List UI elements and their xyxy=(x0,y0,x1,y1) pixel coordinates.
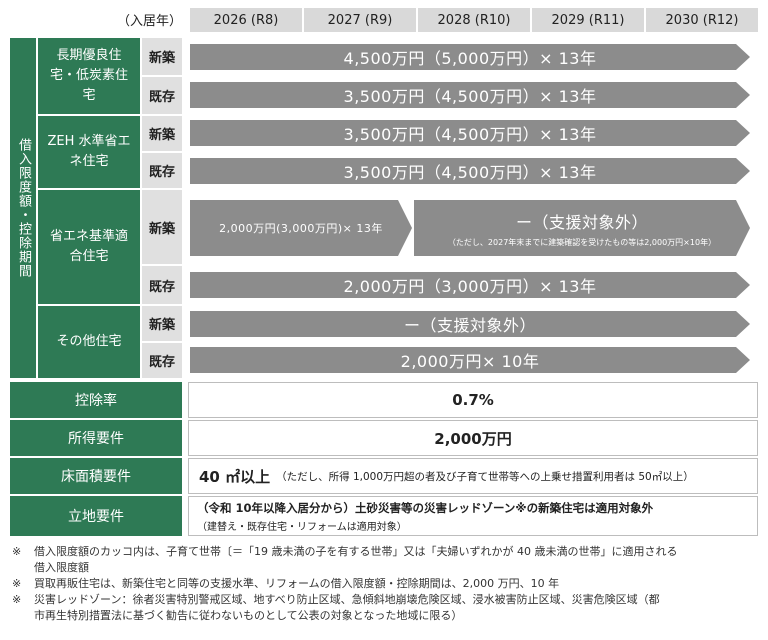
note-1-line-2: 借入限度額 xyxy=(34,561,89,574)
side-label: 借入限度額・控除期間 xyxy=(16,138,31,278)
arrow-energy-new-late: ー（支援対象外） （ただし、2027年末までに建築確認を受けたもの等は2,000… xyxy=(414,200,750,256)
rate-value: 0.7% xyxy=(452,391,494,409)
note-1: ※ 借入限度額のカッコ内は、子育て世帯〔＝「19 歳未満の子を有する世帯」又は「… xyxy=(12,544,762,576)
note-2-text: 買取再販住宅は、新築住宅と同等の支援水準、リフォームの借入限度額・控除期間は、2… xyxy=(34,577,560,590)
arrow-energy-new-late-note: （ただし、2027年末までに建築確認を受けたもの等は2,000万円×10年） xyxy=(447,237,717,247)
arrow-energy-existing-text: 2,000万円（3,000万円）× 13年 xyxy=(343,277,597,296)
arrow-other-existing: 2,000万円× 10年 xyxy=(190,347,750,373)
type-long-existing: 既存 xyxy=(142,77,182,114)
move-in-year-label: （入居年） xyxy=(116,13,182,29)
category-other-label: その他住宅 xyxy=(56,334,122,349)
arrow-other-new: ー（支援対象外） xyxy=(190,311,750,337)
note-1-mark: ※ xyxy=(12,545,22,558)
arrow-energy-new-early: 2,000万円(3,000万円)× 13年 xyxy=(190,200,412,256)
arrow-zeh-new: 3,500万円（4,500万円）× 13年 xyxy=(190,120,750,146)
type-other-new: 新築 xyxy=(142,306,182,341)
type-energy-existing: 既存 xyxy=(142,266,182,304)
note-3: ※ 災害レッドゾーン：徐者災害特別警戒区域、地すべり防止区域、急傾斜地崩壊危険区… xyxy=(12,592,762,624)
year-header-2028: 2028 (R10) xyxy=(418,8,530,32)
category-energy: 省エネ基準適合住宅 xyxy=(38,190,140,304)
category-zeh-label: ZEH 水準省エネ住宅 xyxy=(47,134,131,169)
category-energy-label: 省エネ基準適合住宅 xyxy=(49,229,128,264)
type-long-new: 新築 xyxy=(142,38,182,75)
note-2: ※ 買取再販住宅は、新築住宅と同等の支援水準、リフォームの借入限度額・控除期間は… xyxy=(12,576,762,592)
arrow-zeh-existing-text: 3,500万円（4,500万円）× 13年 xyxy=(343,163,597,182)
year-header-2026: 2026 (R8) xyxy=(190,8,302,32)
category-other: その他住宅 xyxy=(38,306,140,378)
arrow-other-new-text: ー（支援対象外） xyxy=(403,316,536,335)
arrow-long-new-text: 4,500万円（5,000万円）× 13年 xyxy=(343,49,597,68)
year-header-2029: 2029 (R11) xyxy=(532,8,644,32)
rate-label: 控除率 xyxy=(10,382,182,418)
category-zeh: ZEH 水準省エネ住宅 xyxy=(38,116,140,188)
floor-note: （ただし、所得 1,000万円超の者及び子育て世帯等への上乗せ措置利用者は 50… xyxy=(276,470,694,483)
arrow-zeh-existing: 3,500万円（4,500万円）× 13年 xyxy=(190,158,750,184)
arrow-zeh-new-text: 3,500万円（4,500万円）× 13年 xyxy=(343,125,597,144)
location-line-1: （令和 10年以降入居分から）土砂災害等の災害レッドゾーン※の新築住宅は適用対象… xyxy=(197,500,654,515)
arrow-long-existing: 3,500万円（4,500万円）× 13年 xyxy=(190,82,750,108)
arrow-long-new: 4,500万円（5,000万円）× 13年 xyxy=(190,44,750,70)
income-label: 所得要件 xyxy=(10,420,182,456)
income-value: 2,000万円 xyxy=(434,429,512,448)
note-2-mark: ※ xyxy=(12,577,22,590)
location-value-cell: （令和 10年以降入居分から）土砂災害等の災害レッドゾーン※の新築住宅は適用対象… xyxy=(188,496,758,536)
note-3-mark: ※ xyxy=(12,593,22,606)
floor-label: 床面積要件 xyxy=(10,458,182,494)
arrow-energy-new-early-text: 2,000万円(3,000万円)× 13年 xyxy=(219,222,383,235)
type-other-existing: 既存 xyxy=(142,343,182,378)
type-energy-new: 新築 xyxy=(142,190,182,264)
notes: ※ 借入限度額のカッコ内は、子育て世帯〔＝「19 歳未満の子を有する世帯」又は「… xyxy=(12,544,762,624)
arrow-long-existing-text: 3,500万円（4,500万円）× 13年 xyxy=(343,87,597,106)
location-line-2: （建替え・既存住宅・リフォームは適用対象） xyxy=(197,521,407,533)
income-value-cell: 2,000万円 xyxy=(188,420,758,456)
side-label-cell: 借入限度額・控除期間 xyxy=(10,38,36,378)
year-header-2027: 2027 (R9) xyxy=(304,8,416,32)
arrow-other-existing-text: 2,000万円× 10年 xyxy=(400,352,540,371)
type-zeh-existing: 既存 xyxy=(142,153,182,188)
note-3-line-1: 災害レッドゾーン：徐者災害特別警戒区域、地すべり防止区域、急傾斜地崩壊危険区域、… xyxy=(34,593,660,606)
type-zeh-new: 新築 xyxy=(142,116,182,151)
note-3-line-2: 市再生特別措置法に基づく勧告に従わないものとして公表の対象となった地域に限る） xyxy=(34,609,463,622)
location-label: 立地要件 xyxy=(10,496,182,536)
note-1-line-1: 借入限度額のカッコ内は、子育て世帯〔＝「19 歳未満の子を有する世帯」又は「夫婦… xyxy=(34,545,678,558)
floor-value: 40 ㎡以上 xyxy=(199,467,271,486)
arrow-energy-new-late-text: ー（支援対象外） xyxy=(515,212,648,232)
category-long-term-label: 長期優良住宅・低炭素住宅 xyxy=(49,48,128,103)
year-header-2030: 2030 (R12) xyxy=(646,8,758,32)
arrow-energy-existing: 2,000万円（3,000万円）× 13年 xyxy=(190,272,750,298)
floor-value-cell: 40 ㎡以上 （ただし、所得 1,000万円超の者及び子育て世帯等への上乗せ措置… xyxy=(188,458,758,494)
category-long-term: 長期優良住宅・低炭素住宅 xyxy=(38,38,140,114)
rate-value-cell: 0.7% xyxy=(188,382,758,418)
